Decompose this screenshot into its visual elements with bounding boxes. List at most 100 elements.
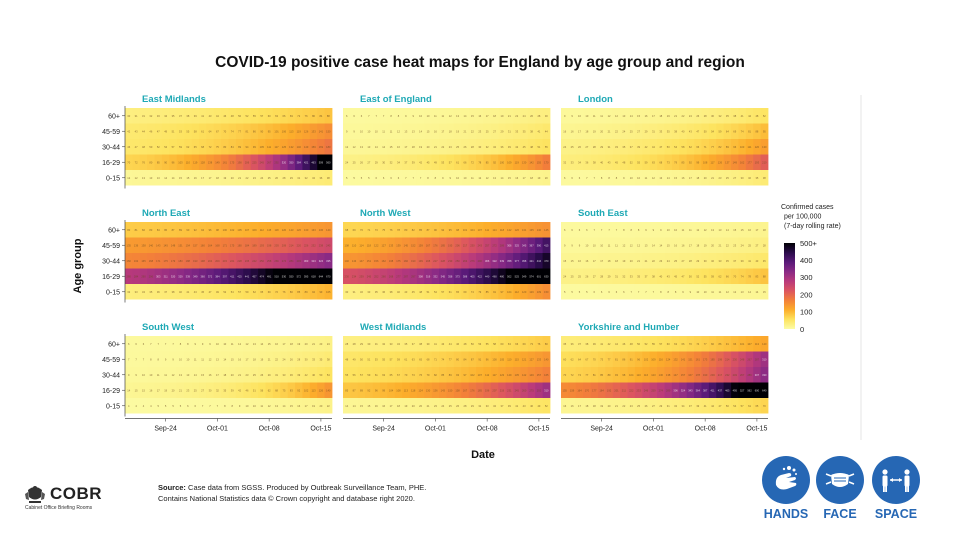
heat-cell <box>379 123 388 139</box>
heat-cell <box>513 253 521 269</box>
heat-cell <box>409 237 418 253</box>
cell-value: 20 <box>545 176 548 180</box>
heat-cell <box>505 382 514 398</box>
cell-value: 15 <box>571 259 574 263</box>
heat-cell <box>627 139 636 155</box>
heat-cell <box>176 351 185 367</box>
heat-cell <box>708 351 717 367</box>
heat-cell <box>490 351 499 367</box>
cell-value: 24 <box>345 160 348 164</box>
cell-value: 5 <box>571 290 573 294</box>
cell-value: 63 <box>275 114 278 118</box>
cell-value: 131 <box>522 228 527 232</box>
heat-cell <box>468 351 477 367</box>
cell-value: 11 <box>201 357 204 361</box>
heat-cell <box>476 398 484 414</box>
heat-cell <box>402 108 410 124</box>
heat-cell <box>664 222 673 238</box>
heat-cell <box>235 367 244 383</box>
heat-cell <box>590 139 599 155</box>
heat-cell <box>272 154 281 170</box>
cell-value: 73 <box>600 357 603 361</box>
chart-title: COVID-19 positive case heat maps for Eng… <box>215 54 745 71</box>
cell-value: 77 <box>449 357 452 361</box>
cell-value: 84 <box>319 114 322 118</box>
heat-cell <box>317 222 325 238</box>
cell-value: 25 <box>578 274 581 278</box>
heat-cell <box>250 253 259 269</box>
cell-value: 99 <box>253 145 256 149</box>
heat-cell <box>184 139 192 155</box>
heat-cell <box>125 367 133 383</box>
cell-value: 139 <box>537 290 542 294</box>
heat-cell <box>597 351 606 367</box>
heat-cell <box>597 253 606 269</box>
heat-cell <box>243 170 252 186</box>
heat-cell <box>424 237 433 253</box>
cell-value: 5 <box>158 404 160 408</box>
cell-value: 15 <box>367 404 370 408</box>
heat-cell <box>745 139 754 155</box>
cell-value: 9 <box>195 342 197 346</box>
heat-cell <box>590 237 599 253</box>
heat-cell <box>416 139 425 155</box>
cell-value: 9 <box>353 129 355 133</box>
cell-value: 65 <box>755 404 758 408</box>
cell-value: 92 <box>297 388 300 392</box>
heat-cell <box>590 367 599 383</box>
heat-cell <box>561 336 569 352</box>
heat-cell <box>243 382 252 398</box>
heat-cell <box>213 382 222 398</box>
heat-cell <box>176 398 185 414</box>
heat-cell <box>184 351 192 367</box>
heat-cell <box>416 108 425 124</box>
heat-cell <box>154 154 163 170</box>
heat-cell <box>324 284 333 300</box>
heat-cell <box>161 268 170 284</box>
cell-value: 320 <box>171 274 176 278</box>
heat-cell <box>394 398 403 414</box>
x-tick-label: Oct-01 <box>425 426 446 433</box>
cell-value: 106 <box>282 129 287 133</box>
cell-value: 14 <box>501 176 504 180</box>
legend-title-line: per 100,000 <box>784 214 821 221</box>
heat-cell <box>416 398 425 414</box>
cell-value: 167 <box>688 373 693 377</box>
heat-cell <box>372 398 381 414</box>
heat-cell <box>505 336 514 352</box>
cell-value: 9 <box>135 373 137 377</box>
heat-cell <box>235 336 244 352</box>
heat-cell <box>671 237 680 253</box>
cell-value: 79 <box>674 160 677 164</box>
heat-cell <box>132 253 141 269</box>
heat-cell <box>679 170 688 186</box>
cell-value: 193 <box>193 259 198 263</box>
region-title-east-of-england: East of England <box>360 94 432 105</box>
cell-value: 358 <box>448 274 453 278</box>
heat-cell <box>753 139 761 155</box>
cell-value: 67 <box>216 129 219 133</box>
heat-cell <box>760 170 769 186</box>
heat-cell <box>612 284 621 300</box>
heat-cell <box>535 367 543 383</box>
cell-value: 360 <box>200 274 205 278</box>
heat-cell <box>716 382 725 398</box>
cell-value: 43 <box>209 114 212 118</box>
cell-value: 16 <box>682 243 685 247</box>
legend-tick-label: 400 <box>800 256 813 265</box>
heat-cell <box>664 284 673 300</box>
heat-cell <box>505 268 514 284</box>
heat-cell <box>439 170 447 186</box>
cell-value: 38 <box>593 160 596 164</box>
heat-cell <box>723 367 732 383</box>
heat-cell <box>535 336 543 352</box>
cell-value: 32 <box>382 342 385 346</box>
cell-value: 32 <box>305 176 308 180</box>
heat-cell <box>627 237 636 253</box>
heat-cell <box>575 154 584 170</box>
heat-cell <box>324 336 333 352</box>
cell-value: 149 <box>529 373 534 377</box>
cell-value: 7 <box>645 290 647 294</box>
cell-value: 96 <box>486 357 489 361</box>
cell-value: 18 <box>696 176 699 180</box>
